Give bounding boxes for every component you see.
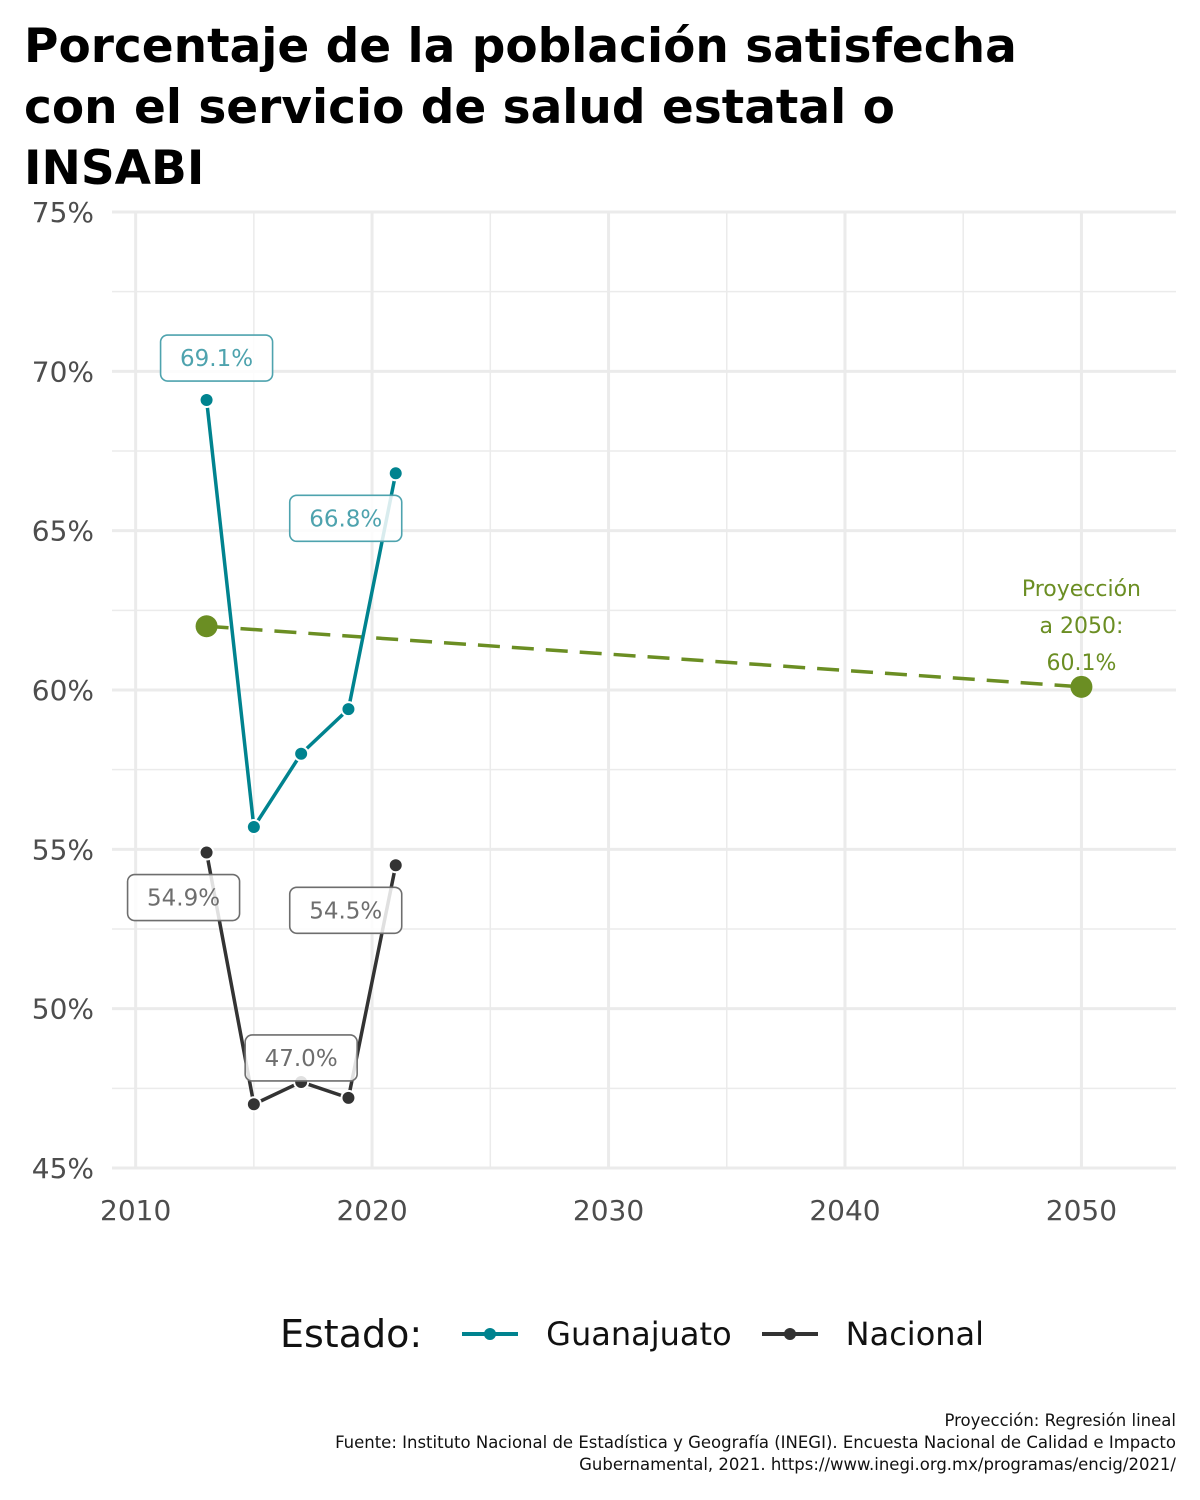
- data-label-box: [288, 886, 403, 935]
- data-label-nacional: 47.0%: [244, 1034, 358, 1082]
- data-point-nacional: [198, 844, 215, 861]
- series-line-guanajuato: [204, 399, 398, 829]
- y-tick-label: 70%: [32, 355, 94, 388]
- data-label-nacional: 54.5%: [288, 886, 403, 935]
- y-tick-label: 75%: [32, 196, 94, 229]
- x-tick-label: 2030: [573, 1194, 644, 1227]
- data-point-guanajuato: [340, 701, 357, 718]
- data-point-nacional: [245, 1096, 262, 1113]
- legend: Estado: Guanajuato Nacional: [280, 1308, 1012, 1360]
- legend-label-guanajuato: Guanajuato: [546, 1315, 732, 1353]
- caption-method: Proyección: Regresión lineal: [944, 1411, 1176, 1430]
- legend-title: Estado:: [280, 1312, 423, 1356]
- projection-label-line: Proyección: [1022, 577, 1141, 602]
- data-point-guanajuato: [198, 392, 215, 409]
- data-point-guanajuato: [293, 745, 310, 762]
- data-label-guanajuato: 69.1%: [159, 334, 274, 382]
- data-point-nacional: [340, 1089, 357, 1106]
- data-label-box: [288, 494, 403, 543]
- legend-item-guanajuato: Guanajuato: [460, 1315, 732, 1353]
- y-tick-label: 60%: [32, 674, 94, 707]
- caption-source-cont: Gubernamental, 2021. https://www.inegi.o…: [579, 1455, 1176, 1474]
- data-point-guanajuato: [245, 819, 262, 836]
- caption: Proyección: Regresión lineal Fuente: Ins…: [76, 1410, 1176, 1476]
- data-label-guanajuato: 66.8%: [288, 494, 403, 543]
- y-tick-label: 55%: [32, 833, 94, 866]
- x-tick-label: 2010: [100, 1194, 171, 1227]
- data-label-text: 54.9%: [147, 886, 220, 912]
- data-label-text: 47.0%: [265, 1046, 338, 1072]
- line-chart: 45% 50% 55% 60% 65% 70% 75% 2010 2020 2030 2040 205…: [32, 196, 1176, 1227]
- data-label-text: 54.5%: [309, 898, 382, 924]
- caption-source: Fuente: Instituto Nacional de Estadístic…: [335, 1433, 1176, 1452]
- projection-start-point: [195, 615, 218, 638]
- data-label-box: [126, 873, 241, 922]
- data-point-nacional: [387, 857, 404, 874]
- x-tick-label: 2050: [1046, 1194, 1117, 1227]
- y-tick-label: 50%: [32, 993, 94, 1026]
- projection-label: Proyección a 2050: 60.1%: [1022, 577, 1141, 676]
- data-label-nacional: 54.9%: [126, 873, 241, 922]
- data-label-box: [159, 334, 274, 382]
- data-label-text: 66.8%: [309, 506, 382, 532]
- x-tick-label: 2040: [809, 1194, 880, 1227]
- legend-item-nacional: Nacional: [760, 1315, 984, 1353]
- legend-key-nacional: [761, 1328, 818, 1340]
- chart-title: Porcentaje de la población satisfecha co…: [24, 19, 1017, 196]
- data-label-text: 69.1%: [180, 346, 253, 372]
- data-label-box: [244, 1034, 358, 1082]
- projection-label-line: a 2050:: [1039, 614, 1123, 639]
- y-tick-label: 65%: [32, 515, 94, 548]
- projection-line: [206, 624, 1082, 689]
- x-tick-label: 2020: [336, 1194, 407, 1227]
- projection-end-point: [1070, 675, 1093, 698]
- projection-label-line: 60.1%: [1046, 651, 1116, 676]
- legend-key-guanajuato: [462, 1328, 519, 1340]
- data-point-guanajuato: [387, 465, 404, 482]
- y-tick-label: 45%: [32, 1152, 94, 1185]
- legend-label-nacional: Nacional: [845, 1315, 985, 1353]
